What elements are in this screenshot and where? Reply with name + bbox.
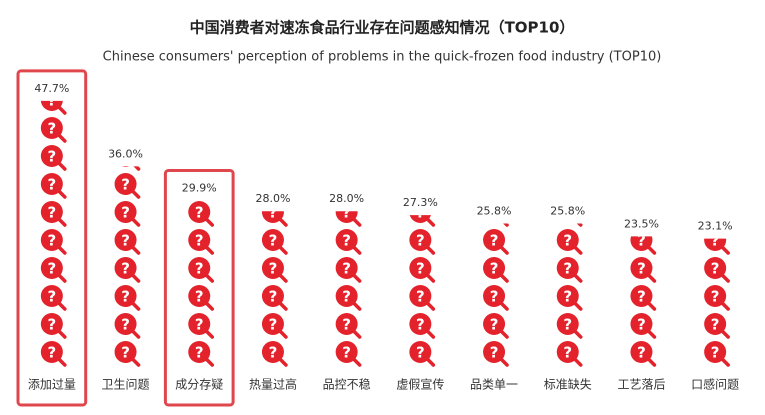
icon-column (334, 211, 362, 367)
value-label: 25.8% (477, 205, 512, 218)
x-tick-label: 卫生问题 (102, 378, 150, 392)
value-label: 29.9% (182, 182, 217, 195)
value-label: 23.1% (698, 220, 733, 233)
icon-column (703, 238, 730, 367)
value-label: 23.5% (624, 217, 659, 230)
x-tick-label: 口感问题 (691, 377, 739, 392)
icon-column (187, 200, 214, 367)
x-tick-label: 热量过高 (249, 377, 297, 392)
value-label: 25.8% (550, 205, 585, 218)
icon-column (555, 223, 583, 367)
x-tick-label: 工艺落后 (617, 378, 665, 392)
icon-column (39, 100, 67, 367)
icon-column (482, 223, 509, 367)
x-tick-label: 添加过量 (28, 378, 76, 392)
chart-subtitle: Chinese consumers' perception of problem… (103, 50, 662, 65)
value-label: 27.3% (403, 196, 438, 209)
highlight-box (16, 69, 88, 407)
x-tick-label: 品控不稳 (323, 377, 371, 392)
value-label: 28.0% (255, 192, 290, 205)
value-label: 36.0% (108, 147, 143, 160)
icon-column (260, 211, 288, 367)
value-label: 28.0% (329, 192, 364, 205)
value-label: 47.7% (34, 82, 69, 95)
x-tick-label: 品类单一 (470, 378, 518, 392)
x-tick-label: 成分存疑 (175, 377, 223, 392)
icon-column (113, 166, 141, 367)
icon-column (629, 236, 657, 367)
icon-column (408, 215, 436, 367)
chart-title: 中国消费者对速冻食品行业存在问题感知情况（TOP10） (190, 19, 575, 37)
highlight-box (163, 169, 235, 407)
x-tick-label: 标准缺失 (544, 377, 592, 392)
x-tick-label: 虚假宣传 (396, 377, 444, 392)
